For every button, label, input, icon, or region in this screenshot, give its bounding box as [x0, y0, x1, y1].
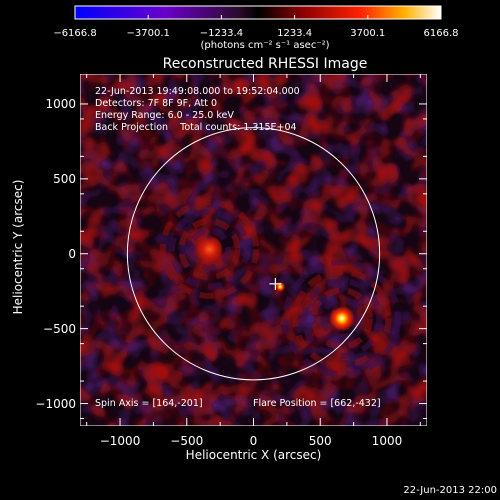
x-tick-label: −1000 [99, 434, 141, 448]
x-tick-label: −500 [170, 434, 204, 448]
interference-ring [159, 199, 260, 299]
colorbar-unit-label: (photons cm⁻² s⁻¹ asec⁻²) [200, 40, 330, 51]
y-tick-label: −1000 [35, 396, 76, 411]
y-tick-label: 0 [68, 246, 76, 261]
y-axis-label: Heliocentric Y (arcsec) [11, 179, 25, 315]
y-tick-label: 500 [53, 171, 76, 186]
colorbar-tick-label: 6166.8 [423, 28, 459, 39]
small-source [275, 281, 286, 292]
interference-ring [301, 278, 383, 359]
solar-limb-circle [126, 127, 381, 381]
colorbar-tick-label: −1233.4 [199, 28, 244, 39]
colorbar-tick-label: 3700.1 [350, 28, 386, 39]
spin-axis-label: Spin Axis = [164,-201] [95, 398, 203, 409]
colorbar-tick-label: −3700.1 [126, 28, 170, 39]
spin-axis-marker [269, 277, 282, 290]
colorbar-tick-label: −6166.8 [53, 28, 97, 39]
secondary-source [195, 235, 224, 264]
interference-ring [292, 268, 392, 369]
interference-ring [282, 259, 401, 378]
flare-source-peak [329, 306, 354, 331]
chart-title: Reconstructed RHESSI Image [162, 56, 368, 72]
x-tick-label: 1000 [371, 434, 403, 448]
info-line-detectors: Detectors: 7F 8F 9F, Att 0 [95, 98, 218, 109]
info-line-time: 22-Jun-2013 19:49:08.000 to 19:52:04.000 [95, 86, 300, 97]
y-tick-label: 1000 [45, 96, 76, 111]
image-plot [80, 74, 427, 426]
interference-ring [187, 227, 232, 271]
interference-ring [169, 208, 250, 290]
colorbar-tick-label: 1233.4 [277, 28, 313, 39]
y-tick-label: −500 [43, 321, 76, 336]
info-line-method: Back Projection Total counts: 1.315E+04 [95, 122, 297, 133]
interference-ring [178, 218, 241, 281]
interference-ring [320, 296, 364, 341]
colorbar [74, 5, 442, 20]
interference-ring [310, 287, 373, 350]
info-line-energy: Energy Range: 6.0 - 25.0 keV [95, 110, 234, 121]
x-axis-label: Heliocentric X (arcsec) [185, 448, 322, 462]
footer-timestamp: 22-Jun-2013 22:00 [403, 485, 497, 496]
x-tick-label: 0 [249, 434, 258, 448]
flare-position-label: Flare Position = [662,-432] [253, 398, 381, 409]
x-tick-label: 500 [308, 434, 332, 448]
